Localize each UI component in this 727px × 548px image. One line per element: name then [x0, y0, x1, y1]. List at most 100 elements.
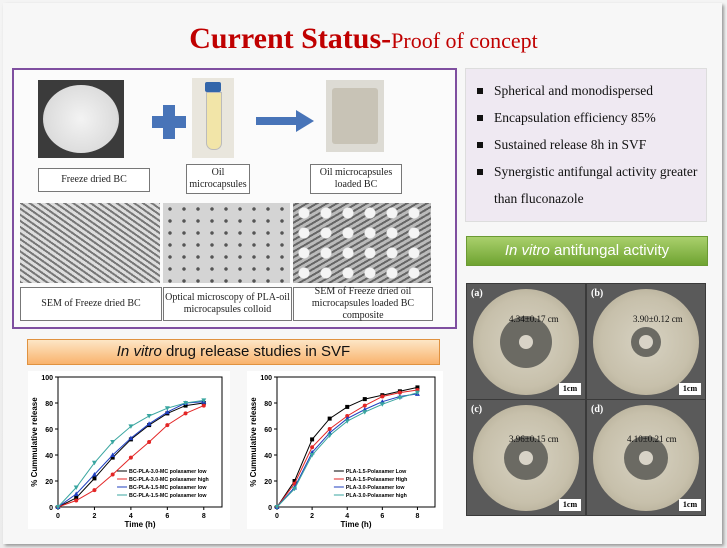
y-tick-label: 40: [45, 453, 53, 460]
series-line: [57, 401, 204, 508]
antifungal-banner: In vitro antifungal activity: [466, 236, 708, 266]
panel-label: (d): [591, 404, 604, 415]
data-point: [110, 452, 116, 457]
legend-label: PLA-3.0-Polaxamer low: [346, 485, 405, 491]
data-point: [309, 453, 315, 458]
label-loaded-bc: Oil microcapsules loaded BC: [310, 164, 402, 194]
data-point: [74, 498, 79, 503]
x-axis-label: Time (h): [125, 520, 156, 529]
data-point: [415, 385, 420, 390]
panel-label: (b): [591, 288, 604, 299]
data-point: [201, 403, 206, 408]
dish-plate: [473, 405, 579, 511]
y-tick-label: 100: [260, 375, 272, 382]
data-point: [344, 419, 350, 424]
data-point: [183, 401, 189, 406]
legend-label: PLA-1.5-Polaxamer Low: [346, 469, 407, 475]
x-tick-label: 4: [129, 513, 133, 520]
data-point: [310, 445, 315, 450]
data-point: [128, 435, 134, 441]
data-point: [73, 485, 79, 490]
panel-label: (c): [471, 404, 483, 415]
bullet-item: Spherical and monodispersed: [466, 77, 706, 104]
data-point: [146, 421, 152, 426]
data-point: [414, 390, 420, 396]
title-main: Current Status-: [189, 22, 392, 55]
y-tick-label: 60: [264, 427, 272, 434]
y-tick-label: 40: [264, 453, 272, 460]
series-line: [57, 399, 204, 508]
data-point: [164, 406, 170, 411]
y-axis-label: % Cummulative release: [30, 397, 39, 487]
data-point: [110, 455, 115, 460]
bullet-item: Encapsulation efficiency 85%: [466, 104, 706, 131]
data-point: [128, 424, 134, 429]
sem-composite-image: [293, 203, 431, 283]
data-point: [292, 479, 297, 483]
release-chart-1: 0 20 40 60 80 100 0 2 4 6 8 Time (h) % Cummulative r…: [28, 371, 230, 529]
dish-plate: [593, 405, 699, 511]
data-point: [183, 403, 188, 408]
release-chart-2: 0 20 40 60 80 100 0 2 4 6 8 Time (h) % Cummulative r…: [247, 371, 443, 529]
x-axis-label: Time (h): [341, 520, 372, 529]
key-findings-list: Spherical and monodispersed Encapsulatio…: [466, 77, 706, 212]
loaded-bc-photo: [326, 80, 384, 152]
oil-microcapsule-tube-photo: [192, 78, 234, 158]
data-point: [91, 460, 97, 466]
plot-frame: [276, 376, 436, 508]
data-point: [379, 402, 385, 407]
scale-bar: 1cm: [679, 383, 701, 395]
plus-icon: [152, 105, 186, 139]
data-point: [345, 414, 350, 418]
label-sem-composite: SEM of Freeze dried oil microcapsules lo…: [293, 286, 433, 321]
label-sem-bc: SEM of Freeze dried BC: [20, 287, 162, 321]
data-point: [292, 486, 298, 492]
x-tick-label: 4: [345, 513, 349, 520]
label-optical-microscopy: Optical microscopy of PLA-oil microcapsu…: [163, 287, 292, 321]
legend-label: PLA-1.5-Polaxamer High: [346, 477, 408, 483]
antifungal-images: (a) 4.34±0.17 cm 1cm (b) 3.90±0.12 cm 1c…: [466, 283, 706, 516]
slide-title: Current Status-Proof of concept: [0, 22, 727, 56]
legend-label: PLA-3.0-Polaxamer high: [346, 493, 407, 499]
data-point: [91, 472, 97, 477]
data-point: [345, 404, 350, 409]
data-point: [110, 472, 115, 477]
release-banner-italic: In vitro: [116, 343, 162, 360]
data-point: [74, 495, 79, 500]
data-point: [92, 476, 97, 481]
data-point: [73, 491, 79, 496]
data-point: [397, 395, 403, 401]
data-point: [310, 437, 315, 442]
dish-plate: [593, 289, 699, 395]
x-tick-label: 2: [92, 513, 96, 520]
key-findings-box: Spherical and monodispersed Encapsulatio…: [465, 68, 707, 222]
data-point: [327, 416, 332, 421]
data-point: [183, 411, 188, 416]
y-tick-label: 0: [268, 505, 272, 512]
zone-measurement: 4.10±0.21 cm: [627, 434, 677, 444]
petri-dish-d: (d) 4.10±0.21 cm 1cm: [587, 400, 705, 515]
data-point: [327, 433, 333, 438]
x-tick-label: 6: [165, 513, 169, 520]
scale-bar: 1cm: [559, 383, 581, 395]
data-point: [274, 505, 280, 510]
zone-measurement: 3.96±0.15 cm: [509, 434, 559, 444]
data-point: [397, 390, 402, 395]
arrow-right-icon: [256, 110, 316, 132]
data-point: [146, 414, 152, 419]
antifungal-banner-italic: In vitro: [504, 242, 550, 259]
y-tick-label: 20: [45, 479, 53, 486]
legend-label: BC-PLA-3.0-MC polaxamer high: [129, 477, 209, 483]
data-point: [201, 398, 207, 403]
freeze-dried-bc-photo: [38, 80, 124, 158]
x-tick-label: 0: [56, 513, 60, 520]
legend-label: BC-PLA-3.0-MC polaxamer low: [129, 469, 207, 475]
y-tick-label: 80: [45, 401, 53, 408]
scale-bar: 1cm: [679, 499, 701, 511]
plot-frame: [57, 376, 223, 508]
petri-dish-b: (b) 3.90±0.12 cm 1cm: [587, 284, 705, 399]
petri-dish-c: (c) 3.96±0.15 cm 1cm: [467, 400, 585, 515]
data-point: [147, 440, 152, 444]
data-point: [362, 397, 367, 402]
zone-measurement: 3.90±0.12 cm: [633, 314, 683, 324]
